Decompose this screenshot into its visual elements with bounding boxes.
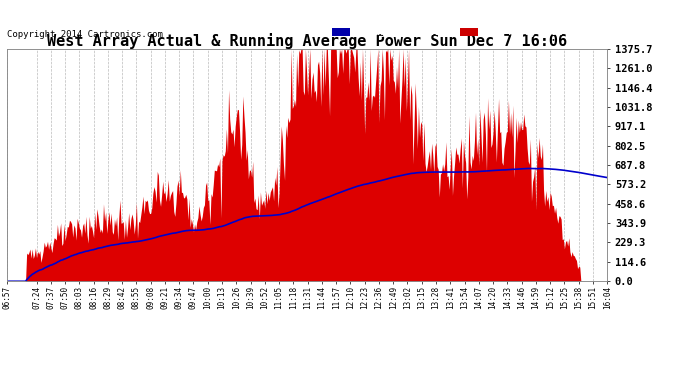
Title: West Array Actual & Running Average Power Sun Dec 7 16:06: West Array Actual & Running Average Powe…: [47, 33, 567, 49]
Text: Copyright 2014 Cartronics.com: Copyright 2014 Cartronics.com: [7, 30, 163, 39]
Legend: Average  (DC Watts), West Array  (DC Watts): Average (DC Watts), West Array (DC Watts…: [329, 26, 602, 40]
